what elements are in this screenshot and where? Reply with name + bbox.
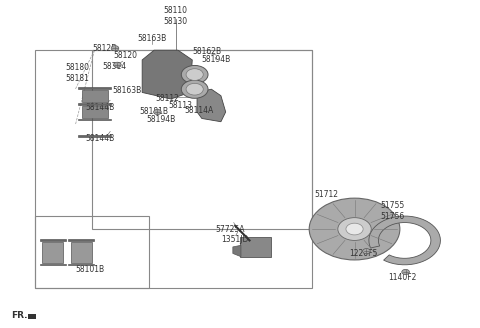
Text: 58144B: 58144B [85,134,115,143]
Bar [78,87,111,89]
Bar [71,242,92,263]
Bar [78,119,111,120]
Circle shape [402,269,409,275]
Bar [240,237,271,257]
Bar [82,90,108,102]
Circle shape [181,66,208,84]
Bar [39,239,66,241]
Text: 58101B: 58101B [75,265,104,274]
Text: 58114A: 58114A [185,107,214,115]
Circle shape [186,69,203,80]
Text: 1220F5: 1220F5 [349,249,377,258]
Circle shape [186,83,203,95]
Text: 57725A: 57725A [216,225,245,234]
Circle shape [363,249,370,254]
Text: 58181B: 58181B [140,108,168,116]
Polygon shape [142,50,192,99]
Text: FR.: FR. [11,311,27,320]
Bar [78,135,111,137]
Circle shape [346,223,363,235]
Bar [78,103,111,105]
Text: 58144B: 58144B [85,103,115,112]
Text: 51755
51756: 51755 51756 [381,201,405,221]
Text: 58110
58130: 58110 58130 [164,6,188,26]
Circle shape [338,218,371,240]
Bar [28,314,36,319]
Bar [39,263,66,265]
Polygon shape [197,89,226,122]
Text: 58125: 58125 [92,44,116,53]
Polygon shape [233,245,241,257]
Polygon shape [369,216,441,265]
Circle shape [309,198,400,260]
Circle shape [181,80,208,98]
Text: 51712: 51712 [314,190,338,199]
Bar [92,50,312,229]
Text: 58194B: 58194B [146,114,176,124]
Bar [42,242,63,263]
Text: 58180
58181: 58180 58181 [66,63,90,83]
Text: 58162B: 58162B [192,47,221,56]
Text: 58163B: 58163B [137,34,167,43]
Bar [35,216,149,288]
Circle shape [111,46,119,51]
Bar [68,263,95,265]
Bar [82,106,108,118]
Text: 1140F2: 1140F2 [388,273,417,282]
Bar [35,50,312,288]
Text: 58314: 58314 [102,62,127,71]
Text: 1351JD: 1351JD [222,235,249,244]
Text: 58194B: 58194B [202,55,231,64]
Text: 58120: 58120 [113,51,137,60]
Bar [68,239,95,241]
Text: 58112: 58112 [156,94,180,103]
Circle shape [154,109,161,114]
Text: 58113: 58113 [168,101,192,110]
Text: 58163B: 58163B [112,86,142,95]
Circle shape [114,62,121,68]
